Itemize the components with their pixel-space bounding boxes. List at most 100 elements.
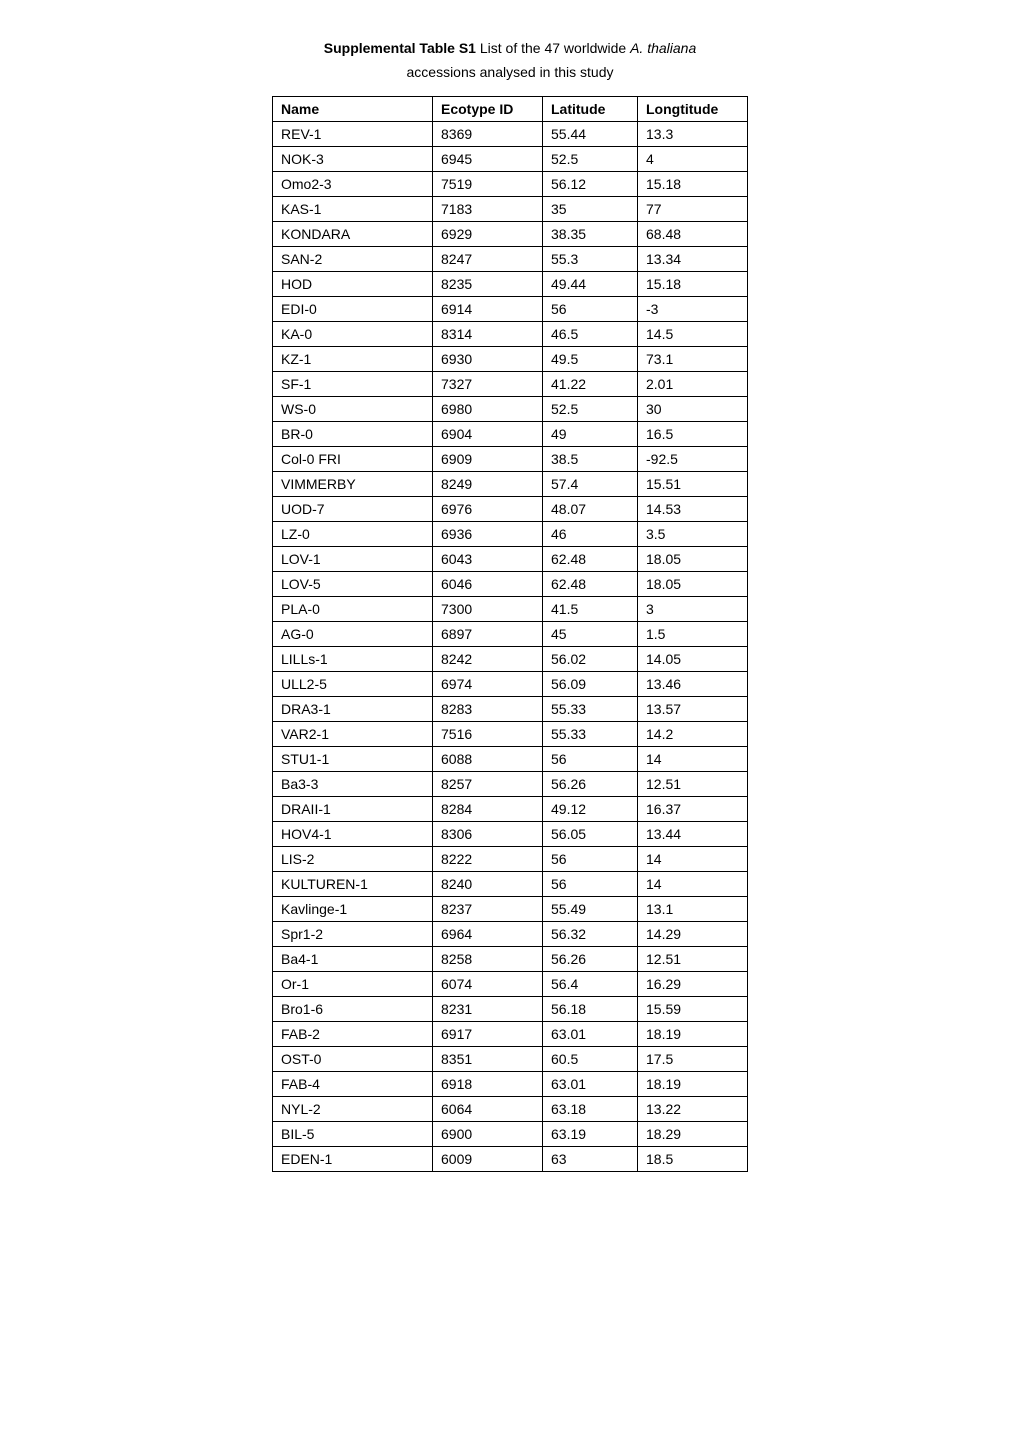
table-cell: 14.2	[638, 722, 748, 747]
table-cell: KONDARA	[273, 222, 433, 247]
table-cell: EDI-0	[273, 297, 433, 322]
table-cell: 55.3	[543, 247, 638, 272]
table-cell: 12.51	[638, 947, 748, 972]
table-cell: Kavlinge-1	[273, 897, 433, 922]
table-row: NYL-2606463.1813.22	[273, 1097, 748, 1122]
table-cell: 6897	[433, 622, 543, 647]
table-cell: 6900	[433, 1122, 543, 1147]
table-cell: DRA3-1	[273, 697, 433, 722]
col-header-ecotype: Ecotype ID	[433, 97, 543, 122]
table-cell: 30	[638, 397, 748, 422]
table-cell: 56	[543, 847, 638, 872]
table-cell: KZ-1	[273, 347, 433, 372]
table-cell: 13.22	[638, 1097, 748, 1122]
table-cell: 55.33	[543, 722, 638, 747]
table-cell: 8306	[433, 822, 543, 847]
table-cell: 12.51	[638, 772, 748, 797]
table-cell: 63	[543, 1147, 638, 1172]
table-row: WS-0698052.530	[273, 397, 748, 422]
table-row: KZ-1693049.573.1	[273, 347, 748, 372]
table-cell: 8369	[433, 122, 543, 147]
table-cell: OST-0	[273, 1047, 433, 1072]
table-row: KONDARA692938.3568.48	[273, 222, 748, 247]
table-cell: 49	[543, 422, 638, 447]
table-cell: 7516	[433, 722, 543, 747]
table-cell: 8231	[433, 997, 543, 1022]
table-cell: 38.35	[543, 222, 638, 247]
table-cell: 15.59	[638, 997, 748, 1022]
table-row: LZ-06936463.5	[273, 522, 748, 547]
table-cell: 56.05	[543, 822, 638, 847]
table-row: FAB-2691763.0118.19	[273, 1022, 748, 1047]
table-body: REV-1836955.4413.3NOK-3694552.54Omo2-375…	[273, 122, 748, 1172]
table-cell: 6936	[433, 522, 543, 547]
table-cell: 6976	[433, 497, 543, 522]
table-cell: 6964	[433, 922, 543, 947]
table-cell: SAN-2	[273, 247, 433, 272]
table-cell: 6929	[433, 222, 543, 247]
table-cell: 56.02	[543, 647, 638, 672]
table-cell: 6917	[433, 1022, 543, 1047]
table-row: UOD-7697648.0714.53	[273, 497, 748, 522]
table-cell: 6064	[433, 1097, 543, 1122]
table-row: LOV-5604662.4818.05	[273, 572, 748, 597]
table-cell: 8235	[433, 272, 543, 297]
table-cell: KULTUREN-1	[273, 872, 433, 897]
table-row: VIMMERBY824957.415.51	[273, 472, 748, 497]
table-cell: 14	[638, 747, 748, 772]
table-cell: 8257	[433, 772, 543, 797]
table-cell: 6074	[433, 972, 543, 997]
table-cell: 63.01	[543, 1022, 638, 1047]
table-cell: Spr1-2	[273, 922, 433, 947]
table-row: SAN-2824755.313.34	[273, 247, 748, 272]
table-cell: 45	[543, 622, 638, 647]
table-row: VAR2-1751655.3314.2	[273, 722, 748, 747]
accessions-table: Name Ecotype ID Latitude Longtitude REV-…	[272, 96, 748, 1172]
table-cell: FAB-4	[273, 1072, 433, 1097]
table-cell: 49.44	[543, 272, 638, 297]
table-cell: 6918	[433, 1072, 543, 1097]
table-cell: 2.01	[638, 372, 748, 397]
table-cell: 56.26	[543, 772, 638, 797]
table-cell: 18.5	[638, 1147, 748, 1172]
table-row: ULL2-5697456.0913.46	[273, 672, 748, 697]
table-cell: STU1-1	[273, 747, 433, 772]
table-row: LIS-282225614	[273, 847, 748, 872]
table-row: BR-069044916.5	[273, 422, 748, 447]
table-cell: 6945	[433, 147, 543, 172]
table-cell: DRAII-1	[273, 797, 433, 822]
table-cell: 14.53	[638, 497, 748, 522]
table-cell: 56.18	[543, 997, 638, 1022]
table-cell: 15.18	[638, 272, 748, 297]
table-cell: 46.5	[543, 322, 638, 347]
table-cell: ULL2-5	[273, 672, 433, 697]
table-cell: 13.57	[638, 697, 748, 722]
table-cell: 6980	[433, 397, 543, 422]
table-cell: 13.44	[638, 822, 748, 847]
table-row: Kavlinge-1823755.4913.1	[273, 897, 748, 922]
table-row: HOV4-1830656.0513.44	[273, 822, 748, 847]
table-caption: Supplemental Table S1 List of the 47 wor…	[324, 40, 697, 56]
table-cell: 56	[543, 297, 638, 322]
table-subcaption: accessions analysed in this study	[407, 64, 614, 80]
table-cell: 55.44	[543, 122, 638, 147]
table-cell: 14.5	[638, 322, 748, 347]
table-cell: FAB-2	[273, 1022, 433, 1047]
table-cell: 38.5	[543, 447, 638, 472]
table-cell: 14	[638, 847, 748, 872]
table-cell: 18.19	[638, 1072, 748, 1097]
table-cell: 56.4	[543, 972, 638, 997]
table-cell: 8249	[433, 472, 543, 497]
table-cell: 18.19	[638, 1022, 748, 1047]
caption-label: Supplemental Table S1	[324, 40, 476, 56]
caption-italic: A. thaliana	[630, 40, 696, 56]
table-cell: 8283	[433, 697, 543, 722]
table-cell: 16.29	[638, 972, 748, 997]
table-row: FAB-4691863.0118.19	[273, 1072, 748, 1097]
table-cell: 56	[543, 747, 638, 772]
table-cell: 18.05	[638, 572, 748, 597]
table-cell: KAS-1	[273, 197, 433, 222]
table-cell: 6046	[433, 572, 543, 597]
table-cell: 57.4	[543, 472, 638, 497]
table-cell: SF-1	[273, 372, 433, 397]
